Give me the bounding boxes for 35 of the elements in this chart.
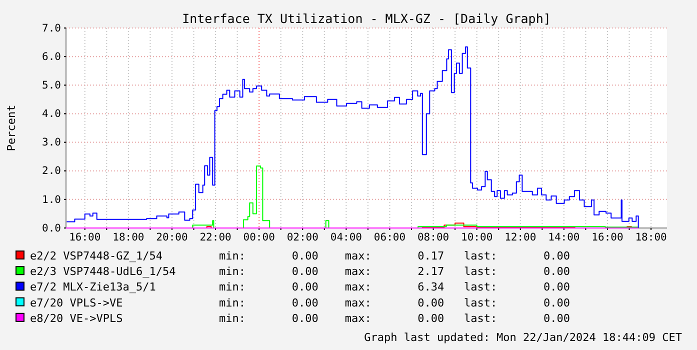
x-tick-label: 16:00 <box>592 231 624 244</box>
x-tick-label: 02:00 <box>286 231 318 244</box>
x-tick-label: 08:00 <box>417 231 450 244</box>
x-tick-label: 18:00 <box>112 231 144 244</box>
x-tick-label: 04:00 <box>330 231 362 244</box>
x-tick-label: 10:00 <box>461 231 493 244</box>
text: Graph last updated: Mon 22/Jan/2024 18:44:09 CET <box>364 331 682 344</box>
y-tick-label: 2.0 <box>42 165 61 178</box>
legend-label: e2/2 VSP7448-GZ_1/54 <box>30 250 163 262</box>
y-axis-title: Percent <box>5 104 18 152</box>
text: min: 0.00 max: 2.17 last: 0.00 <box>219 265 570 278</box>
y-tick-label: 5.0 <box>42 80 61 92</box>
legend-label: e7/2 MLX-Zie13a_5/1 <box>30 280 156 294</box>
y-tick-label: 0.0 <box>42 222 61 234</box>
y-tick-label: 3.0 <box>42 136 61 149</box>
y-tick-label: 6.0 <box>42 50 61 63</box>
legend-label: e8/20 VE->VPLS <box>30 312 123 325</box>
x-tick-label: 00:00 <box>243 231 275 244</box>
chart-title: Interface TX Utilization - MLX-GZ - [Daily Graph] <box>182 11 551 26</box>
text: min: 0.00 max: 0.17 last: 0.00 <box>219 250 570 262</box>
y-tick-label: 4.0 <box>42 108 61 120</box>
x-tick-label: 16:00 <box>69 231 101 244</box>
y-tick-label: 7.0 <box>42 22 61 34</box>
x-tick-label: 22:00 <box>200 231 232 244</box>
text: min: 0.00 max: 6.34 last: 0.00 <box>219 280 570 294</box>
legend-label: e2/3 VSP7448-UdL6_1/54 <box>30 265 176 278</box>
y-tick-label: 1.0 <box>42 194 61 206</box>
text: min: 0.00 max: 0.00 last: 0.00 <box>219 312 570 325</box>
x-tick-label: 14:00 <box>548 231 580 244</box>
legend-label: e7/20 VPLS->VE <box>30 296 123 310</box>
x-tick-label: 18:00 <box>635 231 667 244</box>
text: min: 0.00 max: 0.00 last: 0.00 <box>219 296 570 310</box>
x-tick-label: 20:00 <box>156 231 188 244</box>
x-tick-label: 06:00 <box>374 231 406 244</box>
x-tick-label: 12:00 <box>504 231 536 244</box>
